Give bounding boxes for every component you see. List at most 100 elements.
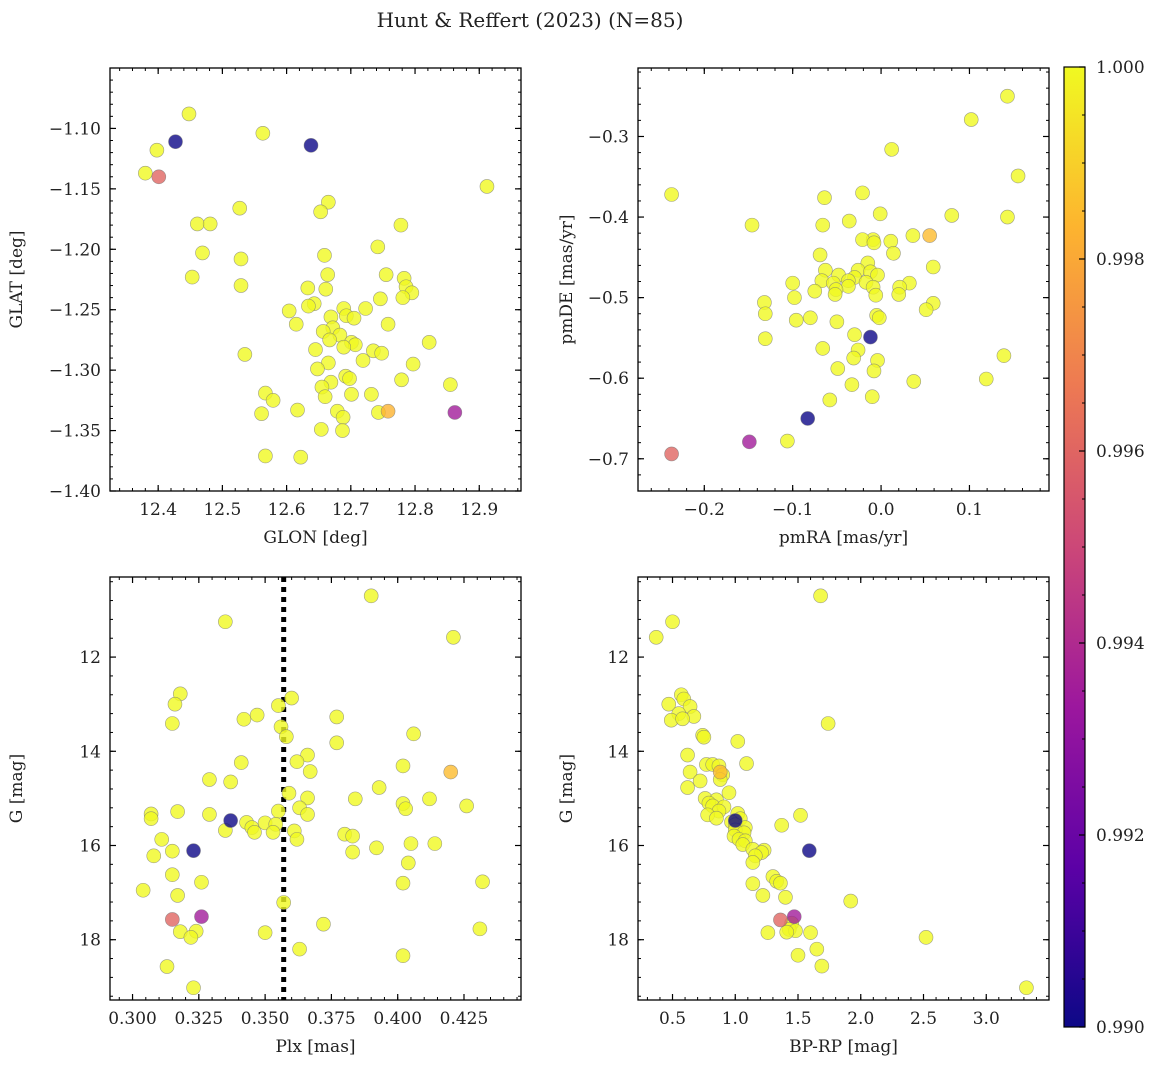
scatter-point — [883, 233, 899, 249]
scatter-point — [395, 948, 411, 964]
scatter-point — [318, 281, 334, 297]
scatter-point — [345, 844, 360, 860]
scatter-point — [321, 194, 336, 210]
scatter-point — [886, 246, 901, 261]
scatter-point — [906, 374, 922, 389]
scatter-point — [827, 287, 843, 302]
scatter-point — [276, 895, 291, 910]
x-tick-label: 0.400 — [373, 1009, 422, 1029]
y-tick-label: 12 — [607, 648, 629, 668]
scatter-point — [739, 756, 754, 771]
scatter-point — [358, 301, 373, 316]
scatter-point — [745, 876, 761, 891]
y-tick-label: −1.20 — [49, 240, 101, 260]
scatter-point — [398, 801, 413, 817]
scatter-point — [281, 785, 297, 801]
x-tick-label: 1.5 — [784, 1009, 811, 1029]
scatter-point — [289, 832, 305, 847]
x-axis-label: GLON [deg] — [263, 528, 367, 548]
y-tick-label: 18 — [607, 931, 629, 951]
scatter-point — [757, 306, 773, 322]
scatter-point — [864, 389, 880, 405]
scatter-point — [371, 780, 387, 795]
scatter-point — [369, 840, 384, 856]
x-tick-label: 0.375 — [307, 1009, 356, 1029]
scatter-point — [925, 259, 941, 275]
scatter-point — [422, 791, 437, 807]
scatter-point — [742, 434, 757, 450]
scatter-point — [427, 836, 443, 851]
colorbar-tick-label: 0.998 — [1096, 250, 1145, 270]
scatter-point — [165, 912, 180, 927]
scatter-point — [313, 422, 329, 437]
y-tick-label: −1.40 — [49, 482, 101, 502]
scatter-point — [675, 711, 690, 727]
scatter-point — [289, 754, 305, 769]
scatter-point — [310, 361, 325, 377]
scatter-point — [421, 335, 437, 350]
scatter-point — [780, 433, 795, 449]
scatter-point — [395, 758, 411, 774]
scatter-panel-4: 0.5 1.0 1.5 2.0 2.5 3.0 12 14 16 18 BP-RP [mag] G [… — [557, 576, 1050, 1057]
scatter-point — [290, 402, 305, 418]
x-tick-label: 2.0 — [847, 1009, 874, 1029]
scatter-point — [871, 310, 887, 326]
y-axis-label: pmDE [mas/yr] — [557, 214, 577, 344]
scatter-point — [786, 909, 802, 924]
colorbar-gradient — [1063, 66, 1086, 1028]
points-group — [138, 106, 495, 465]
scatter-point — [271, 698, 286, 713]
points-group — [135, 577, 490, 1000]
scatter-point — [300, 807, 315, 822]
y-tick-label: −1.10 — [49, 119, 101, 139]
scatter-point — [843, 893, 859, 909]
scatter-point — [918, 930, 934, 945]
scatter-point — [680, 747, 695, 763]
scatter-point — [721, 785, 737, 801]
scatter-point — [335, 409, 351, 425]
scatter-point — [317, 389, 333, 405]
scatter-point — [406, 726, 421, 742]
scatter-point — [335, 423, 350, 438]
scatter-point — [807, 283, 823, 299]
y-tick-label: 16 — [79, 836, 101, 856]
scatter-point — [254, 406, 269, 421]
scatter-point — [320, 267, 336, 282]
scatter-point — [918, 302, 934, 318]
x-axis-label: BP-RP [mag] — [789, 1037, 898, 1057]
axes-frame — [637, 576, 1050, 1001]
scatter-point — [472, 921, 488, 937]
y-tick-label: −1.30 — [49, 361, 101, 381]
scatter-point — [394, 372, 409, 388]
scatter-point — [443, 764, 459, 780]
x-axis-label: Plx [mas] — [275, 1037, 355, 1057]
scatter-point — [744, 217, 760, 233]
scatter-point — [800, 411, 816, 426]
scatter-point — [812, 247, 828, 263]
scatter-point — [355, 353, 371, 368]
scatter-point — [664, 187, 679, 202]
scatter-point — [790, 947, 806, 963]
scatter-point — [202, 772, 217, 787]
x-tick-label: 0.350 — [241, 1009, 290, 1029]
scatter-point — [866, 235, 882, 251]
colorbar-tick-label: 1.000 — [1096, 58, 1145, 78]
x-tick-label: 0.425 — [440, 1009, 489, 1029]
scatter-point — [236, 711, 252, 727]
scatter-point — [344, 387, 359, 402]
scatter-point — [393, 217, 409, 233]
scatter-point — [168, 134, 183, 150]
scatter-point — [183, 930, 199, 945]
scatter-point — [249, 707, 265, 723]
scatter-point — [905, 228, 921, 243]
scatter-point — [817, 190, 832, 206]
scatter-point — [868, 287, 884, 303]
scatter-point — [459, 798, 474, 814]
scatter-point — [814, 958, 830, 974]
scatter-point — [284, 690, 299, 706]
scatter-point — [135, 882, 151, 898]
x-tick-label: 12.8 — [396, 500, 434, 520]
scatter-point — [847, 327, 862, 342]
x-tick-label: 0.1 — [956, 500, 983, 520]
scatter-point — [300, 747, 315, 763]
